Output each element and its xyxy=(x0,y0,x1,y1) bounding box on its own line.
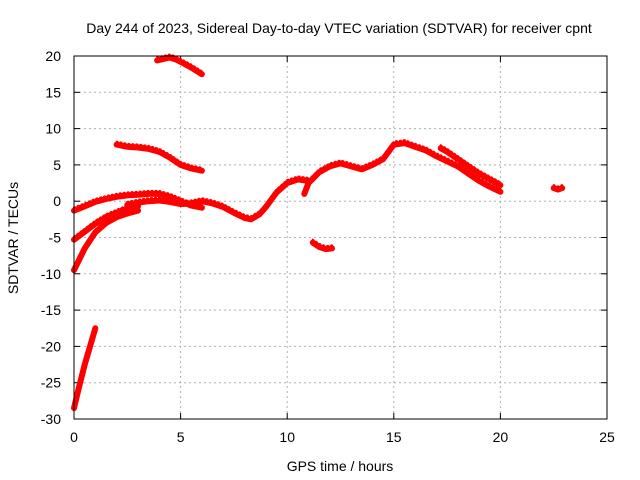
series-arc-10 xyxy=(309,239,335,253)
x-tick-label: 0 xyxy=(70,429,78,445)
y-tick-label: -20 xyxy=(41,338,61,354)
series-arc-9 xyxy=(154,54,205,78)
series-arc-10-jitter xyxy=(311,238,333,248)
y-tick-label: 0 xyxy=(53,193,61,209)
series-arc-2 xyxy=(71,207,141,274)
grid-lines xyxy=(74,56,607,419)
y-axis-label: SDTVAR / TECUs xyxy=(5,182,21,294)
series-arc-8-jitter xyxy=(115,140,203,169)
y-tick-label: 15 xyxy=(45,84,61,100)
series-arc-8 xyxy=(113,141,205,174)
x-tick-label: 15 xyxy=(386,429,402,445)
y-tick-label: -10 xyxy=(41,266,61,282)
series-arc-1 xyxy=(71,325,99,412)
data-series xyxy=(71,53,566,412)
x-tick-label: 5 xyxy=(177,429,185,445)
x-tick-label: 10 xyxy=(279,429,295,445)
y-tick-label: -25 xyxy=(41,375,61,391)
series-arc-3-jitter xyxy=(73,202,139,238)
y-tick-label: -30 xyxy=(41,411,61,427)
axis-tick-labels: 0 5 10 15 20 25 -30 -25 -20 -15 -10 -5 0 5 10 15 20 xyxy=(41,48,615,445)
x-tick-label: 25 xyxy=(599,429,615,445)
series-arc-5-jitter xyxy=(126,175,310,218)
series-arc-1-jitter xyxy=(73,324,97,407)
series-arc-3 xyxy=(71,203,141,243)
y-tick-label: -5 xyxy=(49,230,62,246)
y-tick-label: 10 xyxy=(45,121,61,137)
y-tick-label: 20 xyxy=(45,48,61,64)
series-arc-9-jitter xyxy=(156,53,203,73)
series-arc-6-jitter xyxy=(303,139,502,192)
y-tick-label: 5 xyxy=(53,157,61,173)
plot-frame xyxy=(73,55,608,420)
series-arc-4-jitter xyxy=(73,189,203,209)
series-arc-11 xyxy=(550,185,566,193)
chart-title: Day 244 of 2023, Sidereal Day-to-day VTE… xyxy=(86,20,592,36)
series-arc-7 xyxy=(437,145,504,189)
series-arc-6 xyxy=(301,140,504,197)
x-tick-label: 20 xyxy=(493,429,509,445)
x-axis-label: GPS time / hours xyxy=(287,458,394,474)
series-arc-5 xyxy=(124,176,312,223)
series-arc-7-jitter xyxy=(439,144,502,184)
y-tick-label: -15 xyxy=(41,302,61,318)
series-arc-11-jitter xyxy=(552,184,564,188)
